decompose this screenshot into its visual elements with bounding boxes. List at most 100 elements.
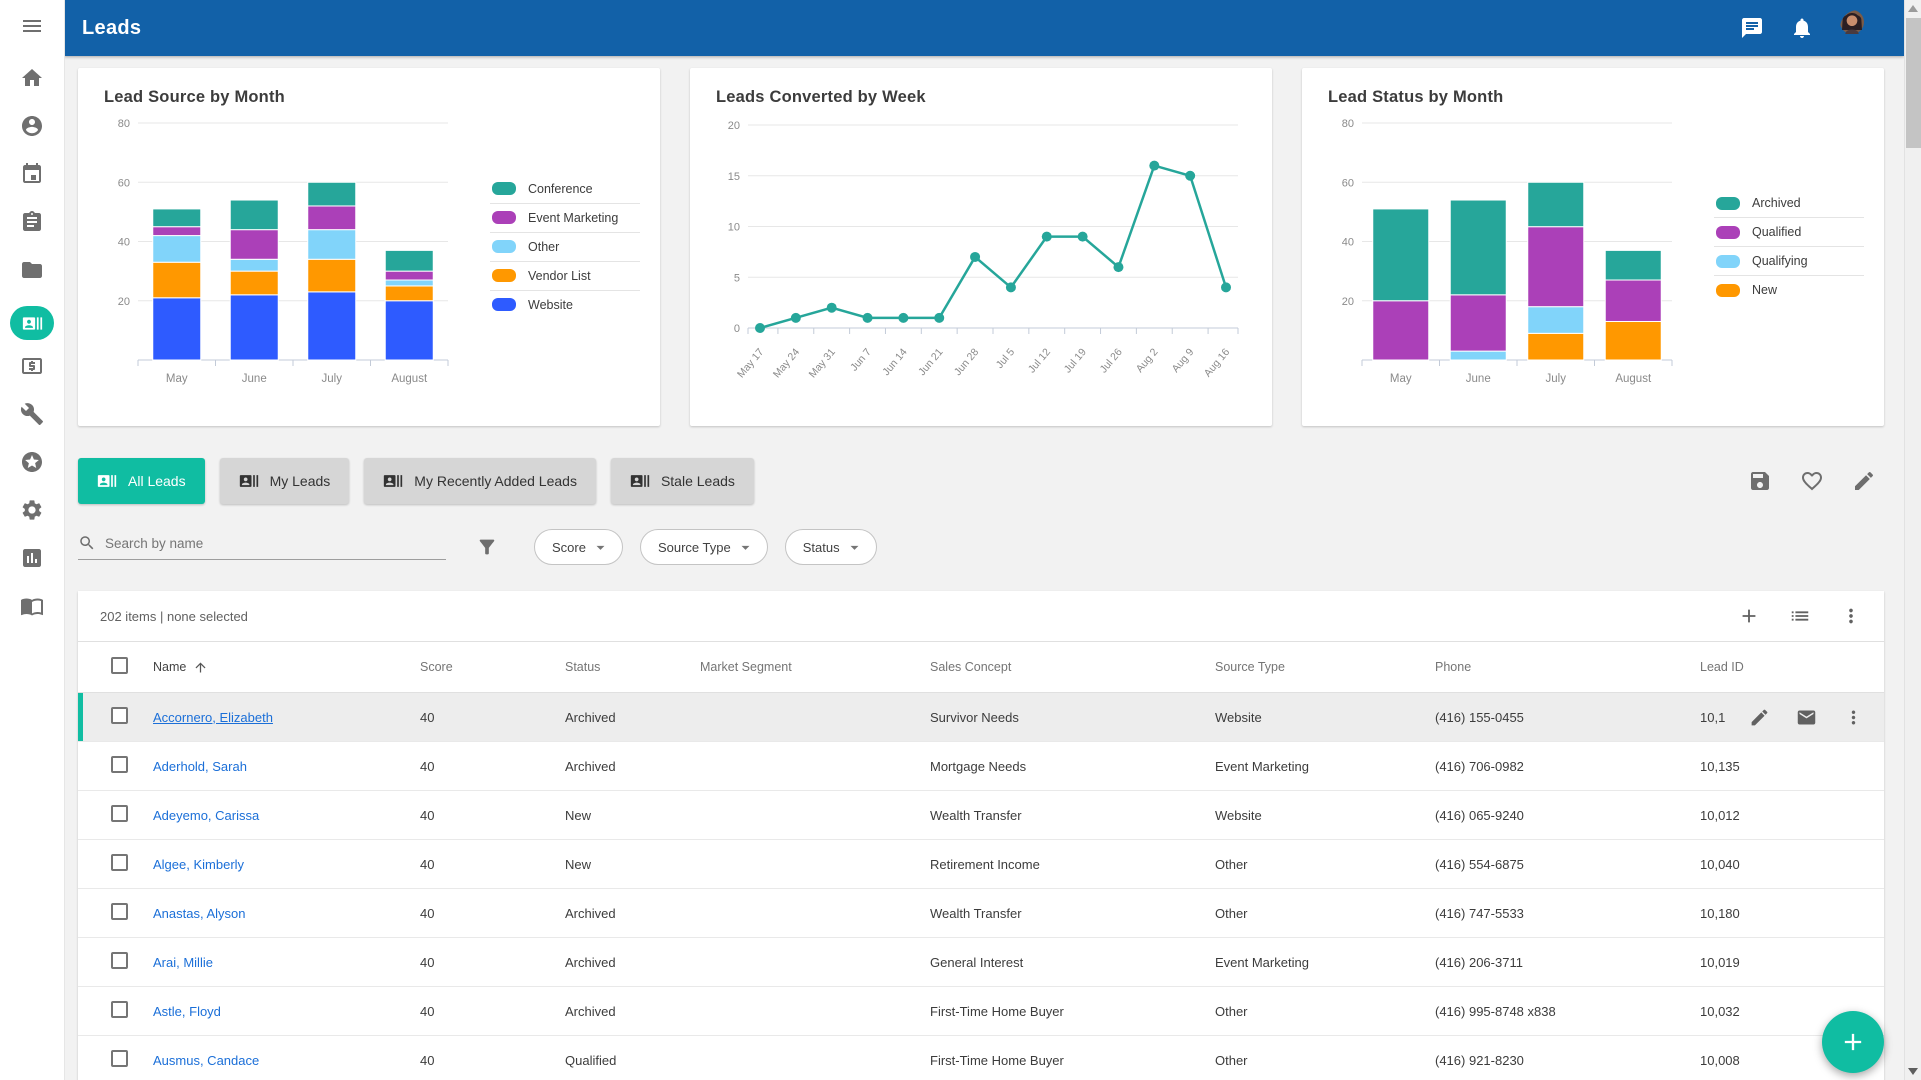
lead-name-link[interactable]: Arai, Millie [153,955,213,970]
source-type-cell: Other [1205,1004,1425,1019]
legend-item: Website [490,291,640,319]
table-row[interactable]: Algee, Kimberly 40 New Retirement Income… [78,840,1884,889]
view-tab-label: My Leads [270,473,331,489]
more-options-icon[interactable] [1840,605,1862,627]
lead-status-chart: 20406080MayJuneJulyAugust [1320,113,1680,408]
chevron-down-icon [591,538,610,557]
legend-item: Other [490,233,640,262]
phone-cell: (416) 921-8230 [1425,1053,1690,1068]
lead-name-link[interactable]: Astle, Floyd [153,1004,221,1019]
table-row[interactable]: Aderhold, Sarah 40 Archived Mortgage Nee… [78,742,1884,791]
leads-contacts-icon[interactable] [10,306,54,340]
row-checkbox[interactable] [111,756,128,773]
table-row[interactable]: Accornero, Elizabeth 40 Archived Survivo… [78,693,1884,742]
column-header-name[interactable]: Name [153,660,410,675]
lead-name-link[interactable]: Accornero, Elizabeth [153,710,273,725]
status-cell: New [555,857,690,872]
scroll-thumb[interactable] [1906,18,1921,148]
lead-name-link[interactable]: Anastas, Alyson [153,906,246,921]
avatar[interactable] [1840,10,1876,46]
vertical-scrollbar[interactable] [1904,0,1921,1080]
home-icon[interactable] [18,66,46,90]
search-icon [78,534,96,552]
folder-icon[interactable] [18,258,46,282]
view-tab[interactable]: Stale Leads [611,458,754,504]
legend-item: Event Marketing [490,204,640,233]
legend-swatch [1716,284,1740,297]
add-icon[interactable] [1738,605,1760,627]
svg-text:Jun 7: Jun 7 [848,346,874,374]
edit-pencil-icon[interactable] [1852,469,1876,493]
lead-id-cell: 10,032 [1700,1004,1740,1019]
legend-swatch [492,240,516,253]
filter-dropdown[interactable]: Source Type [640,529,768,565]
notifications-icon[interactable] [1790,16,1814,40]
add-lead-fab[interactable] [1822,1011,1884,1073]
menu-icon[interactable] [18,14,46,38]
svg-text:Aug 16: Aug 16 [1202,346,1233,379]
svg-text:May 17: May 17 [735,346,766,380]
favorite-heart-icon[interactable] [1800,469,1824,493]
table-row[interactable]: Arai, Millie 40 Archived General Interes… [78,938,1884,987]
table-row[interactable]: Adeyemo, Carissa 40 New Wealth Transfer … [78,791,1884,840]
more-options-icon[interactable] [1843,707,1864,728]
clipboard-icon[interactable] [18,210,46,234]
scroll-down-arrow[interactable] [1908,1068,1918,1075]
gear-icon[interactable] [18,498,46,522]
table-row[interactable]: Ausmus, Candace 40 Qualified First-Time … [78,1036,1884,1080]
legend-label: Qualified [1752,225,1801,239]
column-header-status[interactable]: Status [555,660,690,674]
account-icon[interactable] [18,114,46,138]
chat-icon[interactable] [1740,16,1764,40]
sidebar [0,0,64,1080]
row-checkbox[interactable] [111,707,128,724]
chart-legend: Archived Qualified Qualifying New [1714,189,1864,304]
search-input[interactable] [105,536,446,551]
column-header-score[interactable]: Score [410,660,555,674]
bar-chart-icon[interactable] [18,546,46,570]
filter-funnel-icon[interactable] [476,536,498,558]
select-all-checkbox[interactable] [111,657,128,674]
column-header-market-segment[interactable]: Market Segment [690,660,920,674]
row-checkbox[interactable] [111,903,128,920]
view-tab[interactable]: My Recently Added Leads [364,458,596,504]
table-row[interactable]: Anastas, Alyson 40 Archived Wealth Trans… [78,889,1884,938]
phone-cell: (416) 995-8748 x838 [1425,1004,1690,1019]
legend-label: Other [528,240,559,254]
lead-name-link[interactable]: Ausmus, Candace [153,1053,259,1068]
lead-name-link[interactable]: Aderhold, Sarah [153,759,247,774]
table-row[interactable]: Astle, Floyd 40 Archived First-Time Home… [78,987,1884,1036]
column-header-phone[interactable]: Phone [1425,660,1690,674]
row-checkbox[interactable] [111,1001,128,1018]
save-icon[interactable] [1748,469,1772,493]
filter-dropdown[interactable]: Score [534,529,623,565]
legend-swatch [1716,255,1740,268]
row-checkbox[interactable] [111,952,128,969]
svg-text:June: June [1466,373,1491,385]
edit-pencil-icon[interactable] [1749,707,1770,728]
column-header-lead-id[interactable]: Lead ID [1690,660,1884,674]
row-checkbox[interactable] [111,805,128,822]
calendar-icon[interactable] [18,162,46,186]
email-icon[interactable] [1796,707,1817,728]
money-icon[interactable] [18,354,46,378]
search-field[interactable] [78,534,446,560]
column-header-sales-concept[interactable]: Sales Concept [920,660,1205,674]
filter-dropdown[interactable]: Status [785,529,877,565]
svg-text:0: 0 [734,323,740,335]
view-tab[interactable]: All Leads [78,458,205,504]
column-header-source-type[interactable]: Source Type [1205,660,1425,674]
view-tab[interactable]: My Leads [220,458,350,504]
svg-text:May: May [166,373,188,385]
row-checkbox[interactable] [111,1050,128,1067]
list-view-icon[interactable] [1789,605,1811,627]
lead-name-link[interactable]: Adeyemo, Carissa [153,808,259,823]
scroll-up-arrow[interactable] [1908,5,1918,12]
add-icon [1839,1028,1867,1056]
row-checkbox[interactable] [111,854,128,871]
book-icon[interactable] [18,594,46,618]
wrench-icon[interactable] [18,402,46,426]
svg-text:20: 20 [728,120,740,132]
star-icon[interactable] [18,450,46,474]
lead-name-link[interactable]: Algee, Kimberly [153,857,244,872]
